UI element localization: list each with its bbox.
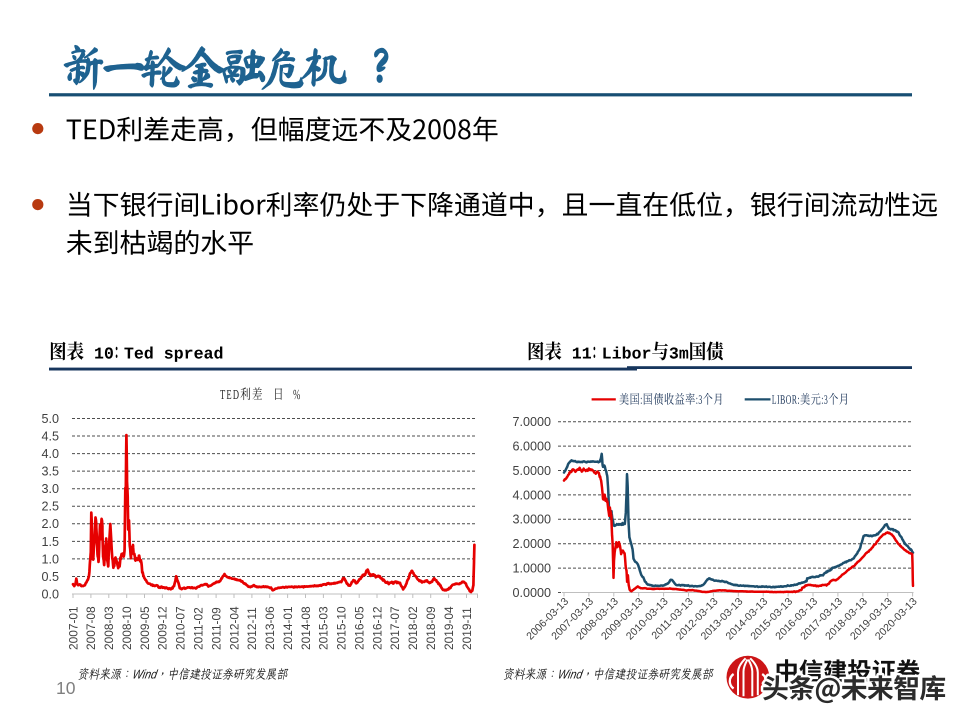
svg-text:1.0: 1.0 (41, 552, 59, 566)
svg-text:1.5: 1.5 (41, 535, 59, 549)
svg-text:4.5: 4.5 (41, 429, 59, 443)
svg-text:4.0: 4.0 (41, 447, 59, 461)
svg-text:2007-01: 2007-01 (66, 606, 80, 650)
svg-text:2018-02: 2018-02 (406, 606, 420, 650)
svg-text:2009-05: 2009-05 (138, 606, 152, 650)
svg-text:2008-10: 2008-10 (120, 606, 134, 650)
svg-text:6.0000: 6.0000 (512, 440, 551, 454)
svg-text:2015-03: 2015-03 (317, 606, 331, 650)
svg-text:2.0: 2.0 (41, 517, 59, 531)
svg-text:2010-07: 2010-07 (174, 606, 188, 650)
svg-text:2012-04: 2012-04 (227, 606, 241, 650)
svg-text:3.0: 3.0 (41, 482, 59, 496)
svg-text:2016-12: 2016-12 (370, 606, 384, 650)
svg-text:2011-09: 2011-09 (209, 607, 223, 650)
svg-text:4.0000: 4.0000 (512, 488, 551, 502)
svg-text:5.0: 5.0 (41, 412, 59, 426)
svg-text:2013-06: 2013-06 (263, 606, 277, 650)
svg-text:2011-02: 2011-02 (192, 607, 206, 650)
svg-text:3.5: 3.5 (41, 465, 59, 479)
svg-text:2014-08: 2014-08 (299, 606, 313, 650)
svg-text:2009-12: 2009-12 (156, 606, 170, 650)
svg-text:2007-08: 2007-08 (84, 606, 98, 650)
svg-text:7.0000: 7.0000 (512, 415, 551, 429)
svg-text:2.0000: 2.0000 (512, 537, 551, 551)
svg-text:0.5: 0.5 (41, 570, 59, 584)
svg-text:3.0000: 3.0000 (512, 513, 551, 527)
svg-text:2018-09: 2018-09 (424, 606, 438, 650)
svg-text:2012-11: 2012-11 (245, 607, 259, 650)
svg-text:0.0: 0.0 (41, 587, 59, 601)
svg-text:2.5: 2.5 (41, 500, 59, 514)
svg-text:0.0000: 0.0000 (512, 586, 551, 600)
svg-text:2019-04: 2019-04 (442, 606, 456, 650)
svg-text:2016-05: 2016-05 (353, 606, 367, 650)
svg-text:1.0000: 1.0000 (512, 562, 551, 576)
svg-text:2008-03: 2008-03 (102, 606, 116, 650)
svg-text:5.0000: 5.0000 (512, 464, 551, 478)
svg-text:2019-11: 2019-11 (460, 607, 474, 650)
svg-text:2014-01: 2014-01 (281, 606, 295, 650)
svg-text:2017-07: 2017-07 (388, 606, 402, 650)
svg-text:2015-10: 2015-10 (335, 606, 349, 650)
svg-text:10: 10 (56, 678, 76, 698)
